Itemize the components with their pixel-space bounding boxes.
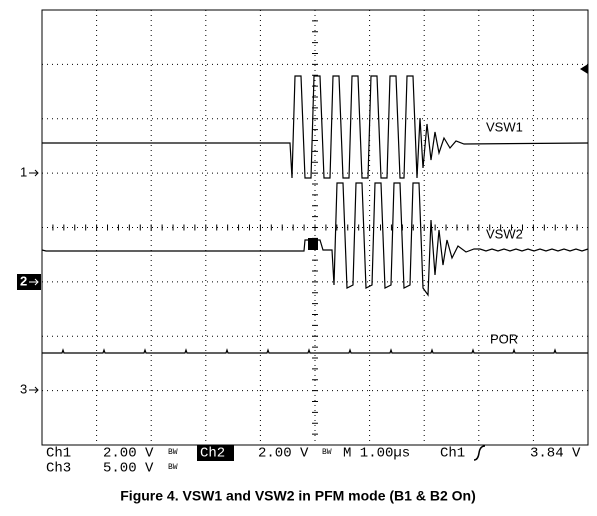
marker-arrow: [29, 278, 39, 286]
trace-label: POR: [490, 331, 518, 346]
channel-marker: 3: [20, 381, 27, 396]
trace-label: VSW2: [486, 226, 523, 241]
channel-marker: 2: [20, 273, 27, 288]
status-text: 2.00 V: [103, 446, 154, 462]
status-text: Ch1: [46, 446, 71, 462]
status-text: 3.84 V: [530, 446, 581, 462]
status-text: BW: [322, 448, 332, 457]
status-text: BW: [168, 448, 178, 457]
trigger-slope: [473, 445, 486, 461]
grid: [41, 9, 589, 446]
status-text: 2.00 V: [258, 446, 309, 462]
marker-arrow: [29, 169, 39, 177]
vsw2-trace: [41, 182, 589, 297]
trigger-marker: [308, 238, 318, 250]
status-text: 5.00 V: [103, 461, 154, 477]
status-text: Ch2: [200, 446, 225, 462]
status-text: BW: [168, 463, 178, 472]
vsw1-trace: [42, 75, 589, 179]
channel-marker: 1: [20, 164, 27, 179]
marker-arrow: [29, 386, 39, 394]
trigger-level-arrow: [580, 64, 588, 74]
status-text: Ch1: [440, 446, 465, 462]
caption: Figure 4. VSW1 and VSW2 in PFM mode (B1 …: [120, 488, 475, 504]
trace-label: VSW1: [486, 119, 523, 134]
status-text: Ch3: [46, 461, 71, 477]
ch2-box: [197, 445, 234, 461]
status-text: M 1.00µs: [343, 446, 410, 462]
por-trace: [42, 348, 588, 354]
